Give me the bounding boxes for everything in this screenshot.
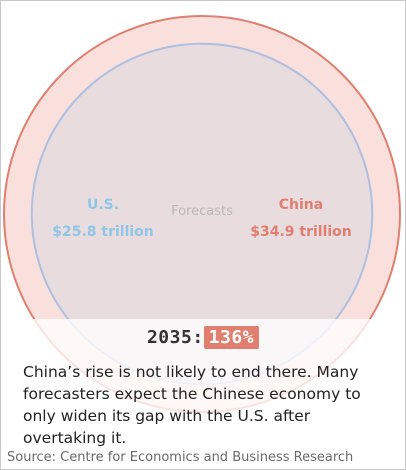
caption-background xyxy=(1,319,405,459)
china-series-name: China xyxy=(279,197,323,213)
caption-text: China’s rise is not likely to end there.… xyxy=(23,363,361,447)
forecasts-annotation: Forecasts xyxy=(171,204,233,219)
year-ratio-heading: 2035: 136% xyxy=(1,326,405,349)
source-note: Source: Centre for Economics and Busines… xyxy=(7,450,354,465)
ratio-badge: 136% xyxy=(203,326,260,349)
china-value-label: $34.9 trillion xyxy=(250,224,352,240)
us-series-name: U.S. xyxy=(87,197,119,213)
us-value-label: $25.8 trillion xyxy=(52,224,154,240)
year-label: 2035: xyxy=(146,327,204,348)
